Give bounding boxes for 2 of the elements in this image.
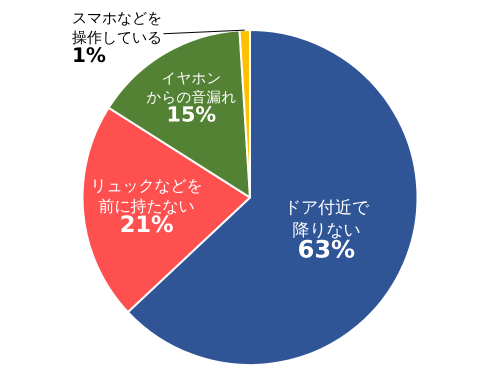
- slice-label: リュックなどを前に持たない: [90, 176, 203, 216]
- slice-label: イヤホンからの音漏れ: [146, 70, 236, 106]
